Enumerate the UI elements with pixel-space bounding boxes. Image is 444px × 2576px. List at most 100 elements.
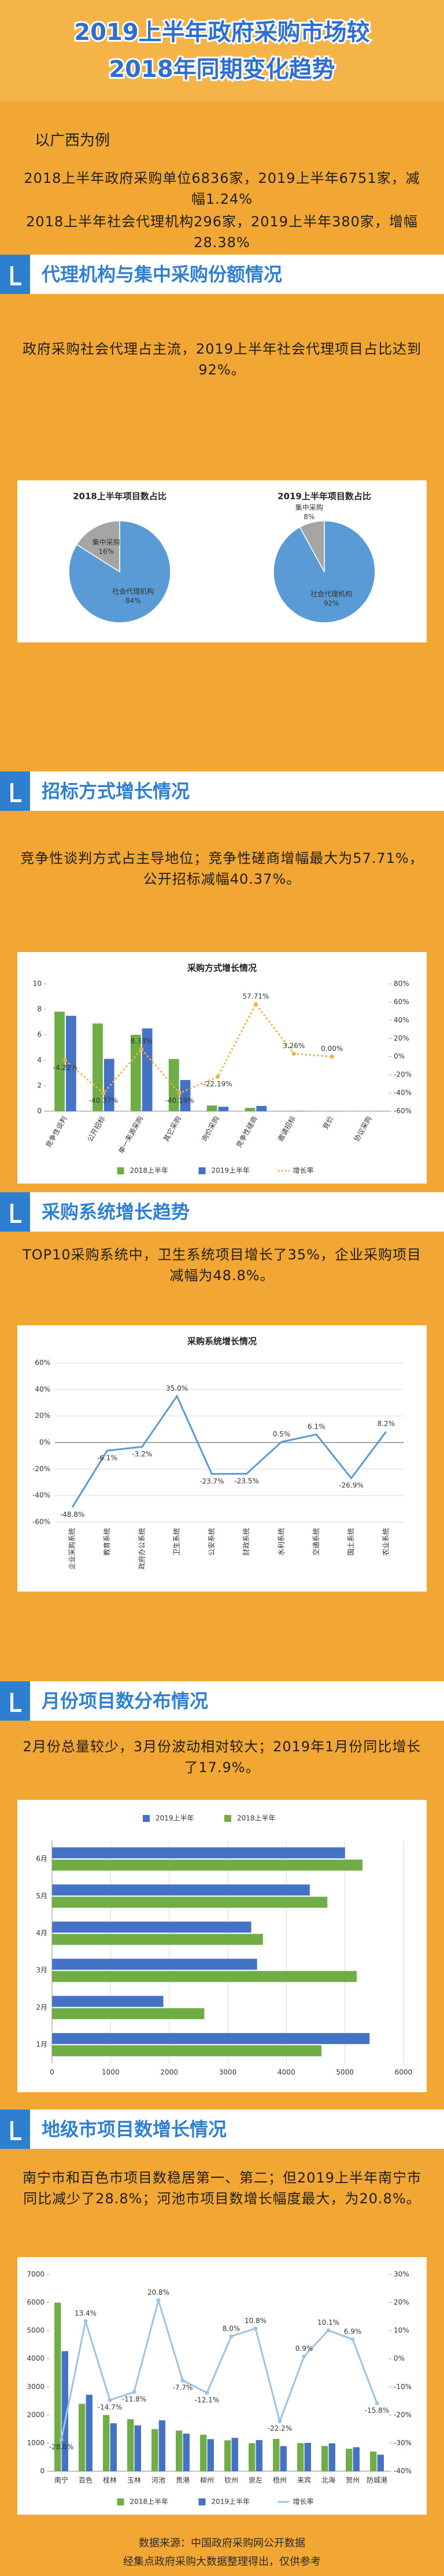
value-label: -26.9%	[339, 1482, 363, 1490]
bar	[151, 2429, 158, 2471]
y-tick-label: 1月	[36, 2040, 47, 2048]
y-tick-label: 20%	[35, 1412, 50, 1420]
bar	[224, 2440, 231, 2471]
bar	[176, 2430, 183, 2471]
y2-tick-label: 0%	[394, 1052, 405, 1060]
bar	[273, 2439, 280, 2471]
bar	[206, 1105, 217, 1111]
value-label: 20.8%	[147, 2288, 169, 2296]
legend-swatch	[198, 2498, 206, 2505]
y-tick-label: 5月	[36, 1892, 47, 1900]
bar	[134, 2425, 141, 2471]
x-tick-label: 河池	[151, 2476, 165, 2485]
y-tick-label: 0%	[39, 1438, 50, 1446]
x-tick-label: 水利系统	[277, 1528, 285, 1556]
header-tab-mark	[10, 783, 21, 802]
value-label: 6.1%	[308, 1423, 325, 1431]
pie-category: 社会代理机构	[310, 589, 352, 598]
chart: 0 1000 2000 3000 4000 5000 6000 1月 2月 3月 4月 5月 6月 201…	[17, 1800, 427, 2092]
pie-category: 社会代理机构	[112, 587, 154, 596]
bar	[158, 2420, 165, 2471]
bar	[168, 1059, 179, 1111]
chart: 0 1000 2000 3000 4000 5000 6000 7000 -40% -30% -20…	[17, 2257, 427, 2515]
bar	[183, 2434, 190, 2471]
pie-category: 集中采购	[92, 538, 120, 546]
y-tick-label: 6000	[27, 2298, 45, 2306]
pie-value-label: 8%	[304, 513, 314, 521]
x-tick-label: 企业采购系统	[68, 1528, 76, 1570]
x-tick-label: 钦州	[224, 2476, 238, 2485]
bar	[52, 1934, 263, 1945]
section-text: 政府采购社会代理占主流，2019上半年社会代理项目占比达到92%。	[22, 341, 422, 378]
legend-swatch	[117, 2498, 124, 2505]
line-point	[139, 1047, 144, 1052]
header-tab	[0, 1192, 30, 1232]
y2-tick-label: 20%	[394, 2298, 409, 2306]
legend-swatch	[143, 1815, 150, 1822]
bar	[249, 2443, 256, 2471]
y-tick-label: 4	[37, 1056, 42, 1064]
y2-tick-label: 10%	[394, 2327, 409, 2335]
bar	[200, 2434, 207, 2471]
bar	[370, 2452, 377, 2471]
y-tick-label: 60%	[35, 1359, 50, 1367]
y-tick-label: 6月	[36, 1855, 47, 1863]
line-point	[302, 2354, 306, 2358]
bar	[65, 1016, 76, 1111]
bar	[346, 2449, 353, 2471]
section-title: 招标方式增长情况	[42, 780, 190, 802]
y-tick-label: 2月	[36, 2003, 47, 2011]
value-label: -22.2%	[268, 2424, 292, 2432]
section-title: 地级市项目数增长情况	[42, 2118, 227, 2140]
pie-value-label: 92%	[324, 599, 339, 607]
bar	[180, 1080, 191, 1111]
y2-tick-label: 0%	[394, 2354, 405, 2362]
bar	[52, 1847, 345, 1859]
line-point	[101, 1091, 106, 1096]
value-label: 0.5%	[273, 1430, 291, 1438]
section-header: 地级市项目数增长情况	[0, 2110, 444, 2149]
value-label: -48.8%	[60, 1511, 84, 1519]
y-tick-label: 0	[40, 2467, 45, 2475]
y-tick-label: 40%	[35, 1385, 50, 1393]
banner-bg	[0, 0, 444, 101]
x-tick-label: 教育系统	[102, 1528, 111, 1556]
value-label: -40.37%	[89, 1097, 118, 1105]
x-tick-label: 交通系统	[312, 1528, 320, 1556]
pie-category: 集中采购	[295, 503, 323, 512]
x-tick-label: 政府办公系统	[137, 1528, 146, 1570]
bar	[353, 2447, 360, 2471]
line-point	[205, 2390, 209, 2395]
bar	[61, 2351, 68, 2471]
line-point	[326, 2328, 331, 2333]
line-point	[253, 1002, 258, 1006]
bar	[52, 2033, 370, 2044]
bar	[280, 2446, 287, 2471]
legend-swatch	[224, 1815, 231, 1822]
x-tick-label: 财政系统	[242, 1528, 250, 1556]
footer-line: 数据来源：中国政府采购网公开数据	[139, 2537, 305, 2549]
intro-paragraph: 2018上半年政府采购单位6836家，2019上半年6751家，减幅1.24%	[24, 170, 420, 207]
bar	[79, 2404, 86, 2471]
value-label: -12.1%	[195, 2396, 219, 2404]
bar	[52, 1996, 164, 2007]
y-tick-label: 1000	[27, 2439, 45, 2447]
x-tick-label: 南宁	[54, 2476, 68, 2485]
line-point	[63, 1058, 68, 1063]
value-label: -11.8%	[122, 2395, 146, 2404]
value-label: -15.8%	[365, 2406, 389, 2415]
y-tick-label: 6	[37, 1031, 42, 1039]
header-tab-mark	[10, 266, 21, 285]
legend-label: 2019上半年	[156, 1814, 194, 1822]
bar	[103, 1059, 114, 1111]
value-label: -3.2%	[132, 1450, 152, 1458]
x-tick-label: 4000	[278, 2068, 295, 2077]
value-label: 10.8%	[245, 2317, 267, 2325]
section-header: 招标方式增长情况	[0, 771, 444, 811]
bar	[52, 1884, 310, 1896]
line-point	[108, 2398, 112, 2402]
value-label: 10.1%	[317, 2318, 339, 2327]
legend-label: 增长率	[293, 1166, 314, 1175]
x-tick-label: 2000	[160, 2068, 178, 2077]
